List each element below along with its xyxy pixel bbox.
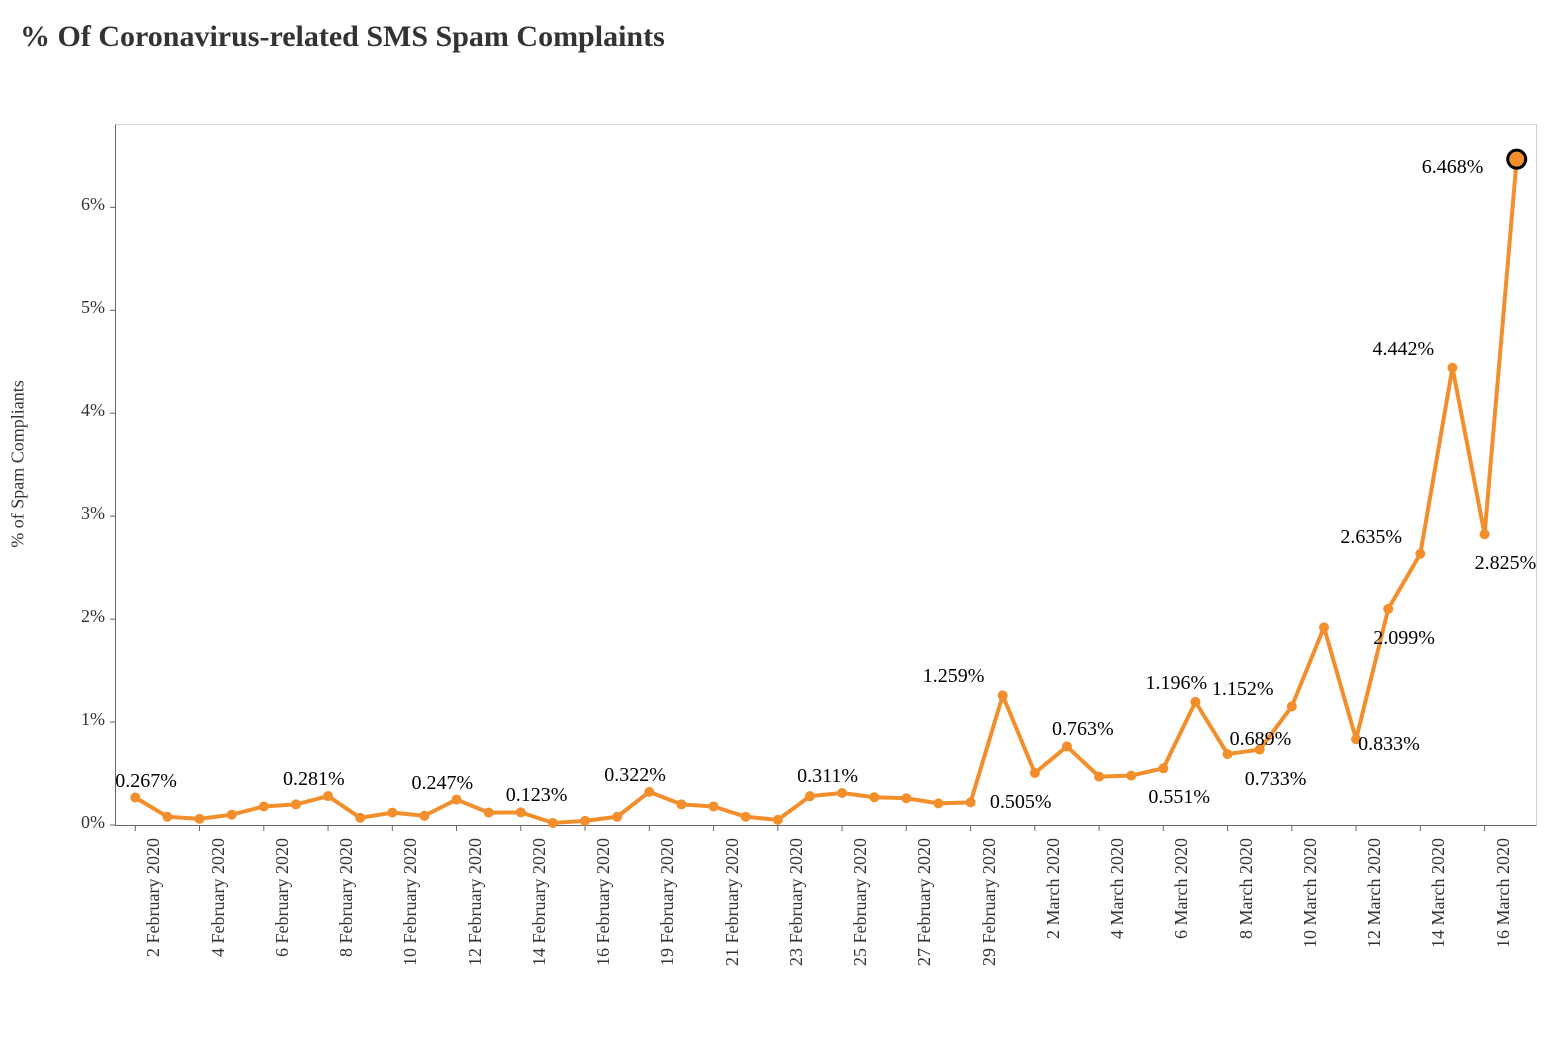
data-marker xyxy=(676,799,686,809)
data-marker xyxy=(1447,363,1457,373)
data-marker xyxy=(1190,697,1200,707)
data-marker xyxy=(966,797,976,807)
x-tick-label: 27 February 2020 xyxy=(914,838,935,966)
y-tick-label: 4% xyxy=(65,400,105,421)
x-tick-label: 12 February 2020 xyxy=(465,838,486,966)
data-point-label: 0.267% xyxy=(115,770,177,793)
x-tick-label: 8 March 2020 xyxy=(1236,838,1257,939)
data-point-label: 0.733% xyxy=(1245,768,1307,791)
data-marker xyxy=(1030,768,1040,778)
data-marker xyxy=(1158,763,1168,773)
x-tick-label: 4 February 2020 xyxy=(208,838,229,957)
data-point-label: 2.635% xyxy=(1340,526,1402,549)
data-marker xyxy=(1126,771,1136,781)
x-tick-label: 10 February 2020 xyxy=(400,838,421,966)
y-tick-label: 2% xyxy=(65,606,105,627)
data-point-label: 0.763% xyxy=(1052,718,1114,741)
data-marker xyxy=(837,788,847,798)
data-marker xyxy=(1415,549,1425,559)
y-tick-label: 1% xyxy=(65,709,105,730)
data-marker xyxy=(709,801,719,811)
data-point-label: 1.152% xyxy=(1212,678,1274,701)
highlight-marker xyxy=(1508,150,1526,168)
data-marker xyxy=(741,812,751,822)
data-marker xyxy=(1319,622,1329,632)
x-tick-label: 21 February 2020 xyxy=(722,838,743,966)
x-tick-label: 16 March 2020 xyxy=(1493,838,1514,948)
data-marker xyxy=(644,787,654,797)
x-tick-label: 25 February 2020 xyxy=(850,838,871,966)
line-series xyxy=(135,159,1516,823)
data-point-label: 0.322% xyxy=(604,764,666,787)
data-point-label: 4.442% xyxy=(1372,338,1434,361)
chart-container: % Of Coronavirus-related SMS Spam Compla… xyxy=(20,20,1544,1037)
data-marker xyxy=(516,807,526,817)
data-point-label: 2.825% xyxy=(1475,552,1537,575)
data-point-label: 0.689% xyxy=(1230,728,1292,751)
data-marker xyxy=(387,808,397,818)
data-point-label: 0.833% xyxy=(1358,733,1420,756)
data-marker xyxy=(1383,604,1393,614)
data-point-label: 6.468% xyxy=(1422,156,1484,179)
y-axis-label: % of Spam Compliants xyxy=(7,364,28,564)
data-marker xyxy=(259,801,269,811)
line-chart-svg xyxy=(116,125,1536,825)
data-marker xyxy=(1094,772,1104,782)
x-tick-label: 2 March 2020 xyxy=(1043,838,1064,939)
x-tick-label: 2 February 2020 xyxy=(143,838,164,957)
data-marker xyxy=(998,690,1008,700)
y-tick-label: 5% xyxy=(65,297,105,318)
data-marker xyxy=(1062,741,1072,751)
data-marker xyxy=(580,816,590,826)
x-tick-label: 14 February 2020 xyxy=(529,838,550,966)
data-marker xyxy=(1480,529,1490,539)
data-point-label: 0.505% xyxy=(990,791,1052,814)
data-point-label: 1.259% xyxy=(923,665,985,688)
data-point-label: 0.311% xyxy=(797,765,858,788)
data-point-label: 0.551% xyxy=(1148,786,1210,809)
y-tick-label: 3% xyxy=(65,503,105,524)
data-point-label: 0.123% xyxy=(506,784,568,807)
data-marker xyxy=(773,815,783,825)
data-marker xyxy=(869,792,879,802)
x-tick-label: 12 March 2020 xyxy=(1364,838,1385,948)
x-tick-label: 10 March 2020 xyxy=(1300,838,1321,948)
x-tick-label: 14 March 2020 xyxy=(1428,838,1449,948)
x-tick-label: 29 February 2020 xyxy=(979,838,1000,966)
x-tick-label: 6 March 2020 xyxy=(1171,838,1192,939)
data-marker xyxy=(227,810,237,820)
data-marker xyxy=(933,798,943,808)
chart-title: % Of Coronavirus-related SMS Spam Compla… xyxy=(20,20,1544,54)
data-marker xyxy=(805,791,815,801)
data-point-label: 0.281% xyxy=(283,768,345,791)
data-marker xyxy=(195,814,205,824)
data-marker xyxy=(901,793,911,803)
data-marker xyxy=(484,808,494,818)
x-tick-label: 4 March 2020 xyxy=(1107,838,1128,939)
data-marker xyxy=(291,799,301,809)
data-marker xyxy=(612,812,622,822)
data-marker xyxy=(419,811,429,821)
data-marker xyxy=(1287,701,1297,711)
y-tick-label: 0% xyxy=(65,812,105,833)
data-point-label: 0.247% xyxy=(412,772,474,795)
data-marker xyxy=(130,793,140,803)
data-marker xyxy=(355,813,365,823)
data-point-label: 2.099% xyxy=(1373,627,1435,650)
data-point-label: 1.196% xyxy=(1145,672,1207,695)
data-marker xyxy=(548,818,558,828)
x-tick-label: 16 February 2020 xyxy=(593,838,614,966)
data-marker xyxy=(162,812,172,822)
x-tick-label: 19 February 2020 xyxy=(657,838,678,966)
plot-area: 0.267% 0.281% 0.247% 0.123% 0.322% 0.311% 1.25… xyxy=(115,124,1537,826)
data-marker xyxy=(452,795,462,805)
y-tick-label: 6% xyxy=(65,194,105,215)
x-tick-label: 23 February 2020 xyxy=(786,838,807,966)
data-marker xyxy=(323,791,333,801)
x-tick-label: 6 February 2020 xyxy=(272,838,293,957)
x-tick-label: 8 February 2020 xyxy=(336,838,357,957)
